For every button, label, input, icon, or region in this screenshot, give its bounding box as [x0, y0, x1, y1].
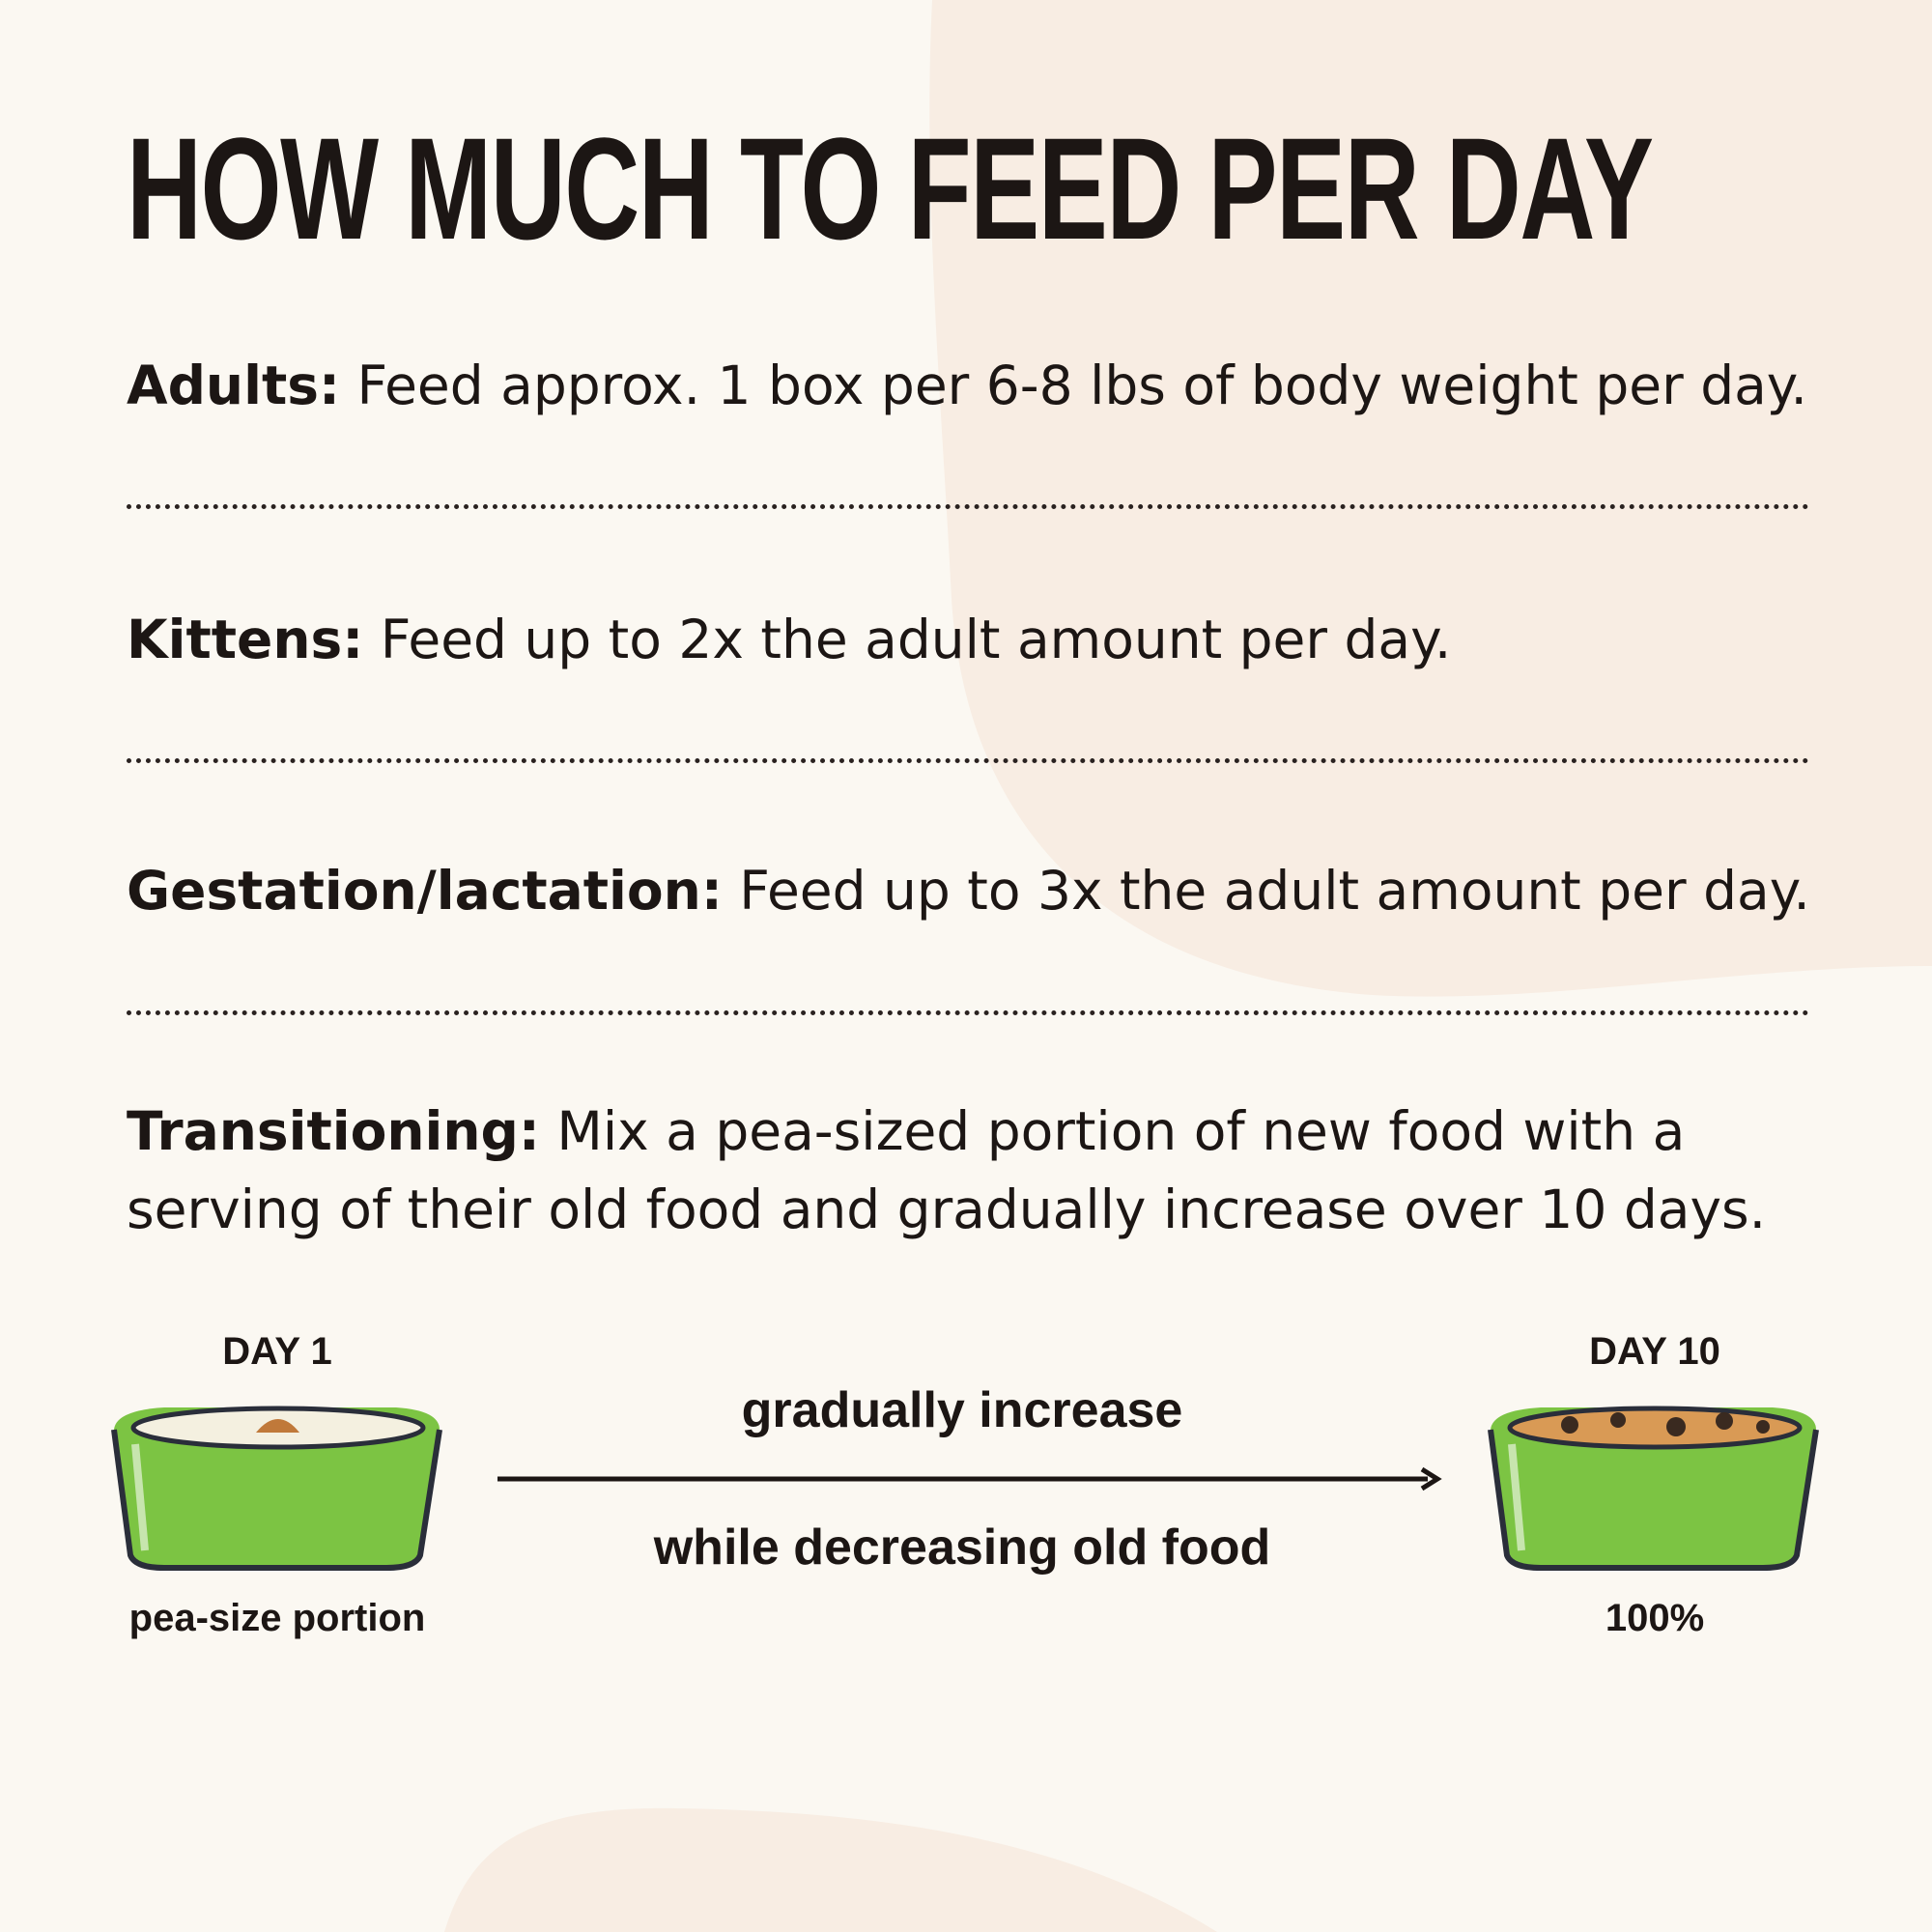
pea-size-caption: pea-size portion	[128, 1597, 426, 1639]
day-1-label: DAY 1	[222, 1330, 332, 1373]
feeding-row-gestation: Gestation/lactation: Feed up to 3x the a…	[127, 860, 1810, 922]
arrow-top-text: gradually increase	[741, 1382, 1183, 1438]
feeding-row-transitioning: Transitioning: Mix a pea-sized portion o…	[127, 1100, 1767, 1240]
day-10-label: DAY 10	[1589, 1330, 1720, 1373]
feeding-row-adults: Adults: Feed approx. 1 box per 6-8 lbs o…	[127, 355, 1807, 416]
arrow-right-icon	[497, 1466, 1442, 1492]
dotted-divider	[127, 1010, 1809, 1015]
dotted-divider	[127, 758, 1809, 763]
arrow-bottom-text: while decreasing old food	[653, 1520, 1271, 1576]
bowl-day10-icon	[1488, 1406, 1819, 1571]
feeding-row-kittens: Kittens: Feed up to 2x the adult amount …	[127, 609, 1452, 670]
full-portion-caption: 100%	[1605, 1597, 1705, 1639]
page-title: HOW MUCH TO FEED PER DAY	[127, 107, 1654, 270]
dotted-divider	[127, 504, 1809, 509]
bowl-day1-icon	[111, 1406, 442, 1571]
